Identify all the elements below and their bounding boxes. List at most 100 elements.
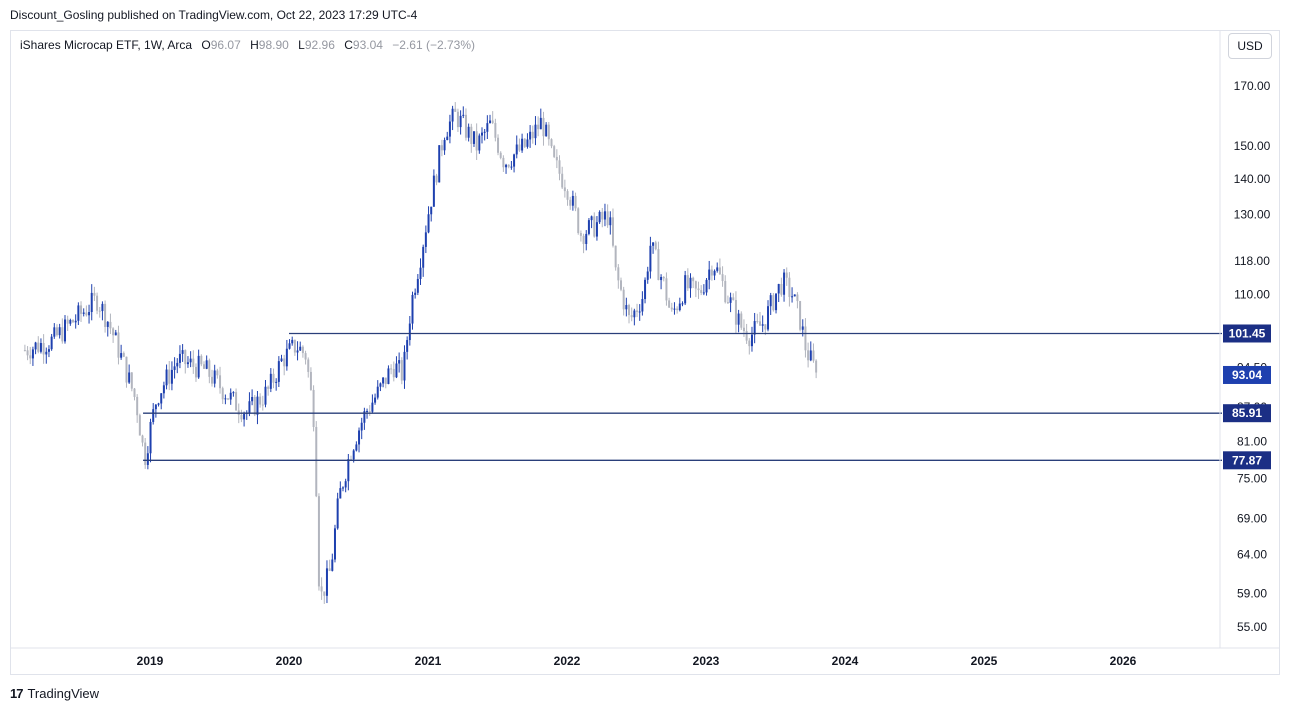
candle-272 [750,326,753,352]
candle-178 [499,151,502,160]
candle-239 [662,276,665,282]
candle-232 [644,277,647,304]
candle-150 [424,225,427,254]
candle-244 [676,306,679,314]
candle-174 [489,114,492,124]
price-axis[interactable]: 170.00150.00140.00130.00118.00110.0094.5… [1234,79,1271,634]
candle-238 [660,274,663,290]
candle-125 [358,427,361,453]
candle-132 [376,380,379,400]
candle-249 [689,273,692,298]
candle-275 [758,311,761,326]
candle-247 [684,270,687,306]
close-label: C [344,38,353,52]
candle-110 [317,493,320,591]
candle-210 [585,230,588,251]
candle-176 [494,118,497,142]
close-value: 93.04 [352,38,383,52]
candle-222 [617,264,620,289]
candle-172 [483,128,486,141]
candle-235 [652,242,655,254]
candle-101 [293,339,296,356]
candle-225 [625,297,628,317]
candle-237 [657,241,660,281]
level-label-2: 77.87 [1232,453,1262,467]
candle-109 [315,421,318,498]
candle-94 [275,378,278,391]
candle-97 [283,354,286,376]
level-label-bg-1 [1223,404,1271,423]
candle-260 [718,258,721,276]
candle-185 [518,138,521,152]
candle-108 [312,385,315,432]
candle-287 [791,287,794,303]
candle-286 [788,272,791,307]
candle-254 [702,284,705,296]
candle-47 [149,418,152,463]
candle-137 [390,364,393,375]
candle-163 [459,110,462,135]
candle-9 [47,345,50,358]
candle-205 [571,190,574,211]
candle-160 [451,105,454,131]
candle-212 [590,215,593,229]
level-label-bg-0 [1223,324,1271,343]
candle-229 [636,303,639,318]
candle-77 [229,388,232,405]
candle-30 [104,300,107,333]
price-tick-10: 69.00 [1237,511,1267,525]
tradingview-brand: 17 TradingView [10,686,99,701]
candle-133 [379,382,382,392]
candle-216 [601,207,604,228]
candle-0 [23,344,26,352]
candle-83 [245,410,248,420]
candle-13 [58,323,61,339]
candle-85 [251,389,254,406]
candle-295 [812,343,815,363]
candle-206 [574,192,577,212]
currency-button[interactable]: USD [1228,33,1272,59]
candle-188 [526,133,529,149]
candle-294 [809,341,812,362]
candle-173 [486,115,489,140]
candle-8 [45,347,48,364]
price-labels: 101.45 85.91 77.87 93.04 [1223,324,1271,470]
candle-273 [753,312,756,344]
candle-198 [553,144,556,159]
candle-42 [136,394,139,423]
candle-84 [248,392,251,417]
candle-73 [219,366,222,394]
candle-200 [558,155,561,181]
candle-285 [785,267,788,286]
candle-50 [157,402,160,407]
candle-161 [454,102,457,112]
candle-197 [550,138,553,149]
candle-102 [296,341,299,361]
candle-100 [291,336,294,346]
candle-90 [264,379,267,408]
candle-105 [304,350,307,365]
high-value: 98.90 [258,38,289,52]
candle-113 [325,560,328,604]
candle-79 [235,388,238,411]
candle-40 [130,372,133,392]
candle-33 [112,327,115,343]
candle-7 [42,334,45,364]
candle-14 [61,318,64,344]
open-label: O [201,38,211,52]
candle-74 [221,386,224,404]
candle-266 [734,291,737,334]
time-tick-7: 2026 [1110,654,1137,668]
candle-175 [491,111,494,125]
last-price-label-bg [1223,365,1271,384]
candle-145 [411,291,414,330]
candle-215 [598,210,601,224]
candle-89 [261,395,264,411]
candle-156 [440,139,443,157]
time-axis[interactable]: 2019 2020 2021 2022 2023 2024 2025 2026 [137,654,1137,668]
candle-53 [165,364,168,390]
candle-255 [705,278,708,296]
candle-66 [200,354,203,367]
candle-56 [173,357,176,379]
